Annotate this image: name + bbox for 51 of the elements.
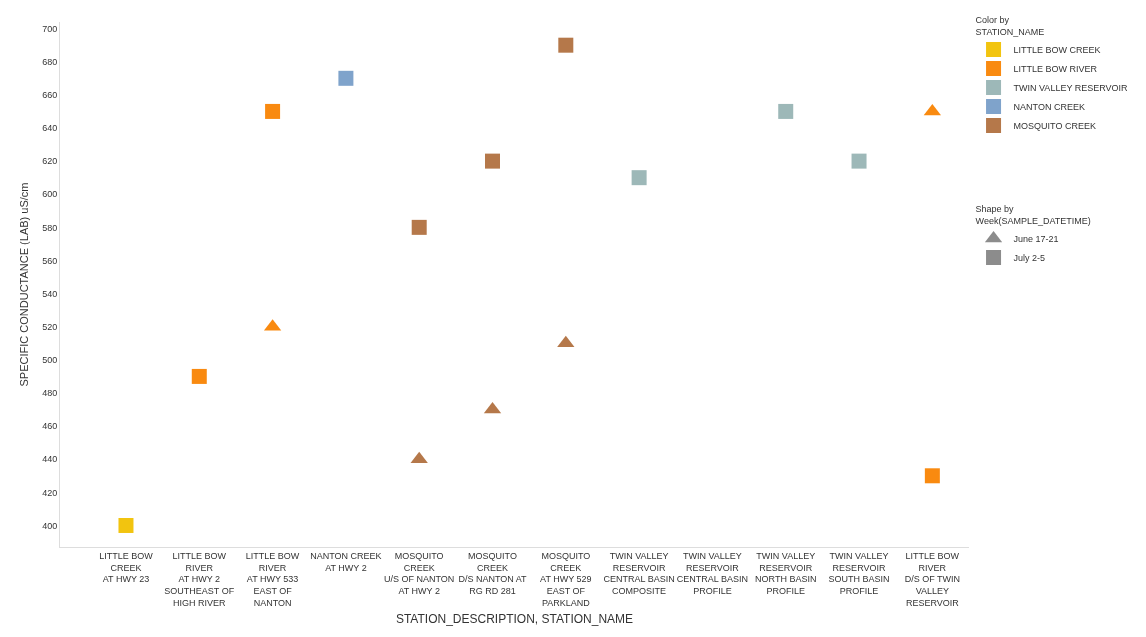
legend-label: LITTLE BOW CREEK xyxy=(1013,44,1101,55)
y-tick-label: 660 xyxy=(42,90,58,101)
y-tick-label: 540 xyxy=(42,288,58,299)
legend-title: Color by STATION_NAME xyxy=(975,15,1045,37)
y-tick-label: 440 xyxy=(42,454,58,465)
y-tick-label: 620 xyxy=(42,156,58,167)
point xyxy=(338,70,354,86)
legend-label: July 2-5 xyxy=(1013,252,1046,263)
point xyxy=(485,153,501,169)
legend-label: MOSQUITO CREEK xyxy=(1013,120,1096,131)
x-tick-label: TWIN VALLEY RESERVOIR CENTRAL BASIN PROFILE xyxy=(676,550,749,596)
y-tick-label: 460 xyxy=(42,421,58,432)
x-axis-title: STATION_DESCRIPTION, STATION_NAME xyxy=(395,612,634,627)
point xyxy=(924,468,940,484)
legend-label: June 17-21 xyxy=(1013,233,1059,244)
y-tick-label: 420 xyxy=(42,487,58,498)
point xyxy=(851,153,867,169)
point xyxy=(558,37,574,53)
legend-label: TWIN VALLEY RESERVOIR xyxy=(1013,82,1129,93)
x-tick-label: LITTLE BOW RIVER D/S OF TWIN VALLEY RESERVOIR xyxy=(904,550,961,608)
point xyxy=(631,170,647,186)
x-tick-label: MOSQUITO CREEK AT HWY 529 EAST OF PARKLAND xyxy=(540,550,592,608)
x-tick-label: LITTLE BOW CREEK AT HWY 23 xyxy=(99,550,154,585)
y-axis-title: SPECIFIC CONDUCTANCE (LAB) uS/cm xyxy=(18,182,30,387)
x-tick-label: LITTLE BOW RIVER AT HWY 533 EAST OF NANTON xyxy=(245,550,300,608)
y-tick-label: 500 xyxy=(42,355,58,365)
y-tick-label: 520 xyxy=(42,321,58,332)
point xyxy=(778,103,794,119)
point xyxy=(118,517,134,533)
point xyxy=(265,103,281,119)
x-tick-label: LITTLE BOW RIVER AT HWY 2 SOUTHEAST OF HIGH RIVER xyxy=(164,550,235,608)
y-tick-label: 580 xyxy=(42,222,58,233)
y-tick-label: 700 xyxy=(42,23,58,34)
text: Shape by Week(SAMPLE_DATETIME) xyxy=(975,204,1091,226)
y-tick-label: 400 xyxy=(42,520,58,531)
y-tick-label: 640 xyxy=(42,123,58,134)
x-tick-label: TWIN VALLEY RESERVOIR SOUTH BASIN PROFILE xyxy=(828,550,890,596)
legend-label: NANTON CREEK xyxy=(1013,101,1085,112)
x-tick-label: NANTON CREEK AT HWY 2 xyxy=(310,550,382,573)
y-tick-label: 480 xyxy=(42,388,58,399)
point xyxy=(191,368,207,384)
x-tick-label: MOSQUITO CREEK U/S OF NANTON AT HWY 2 xyxy=(384,550,455,596)
x-tick-label: TWIN VALLEY RESERVOIR NORTH BASIN PROFILE xyxy=(755,550,817,596)
y-tick-label: 680 xyxy=(42,56,58,67)
point xyxy=(411,219,427,235)
x-tick-label: MOSQUITO CREEK D/S NANTON AT RG RD 281 xyxy=(458,550,528,596)
x-tick-label: TWIN VALLEY RESERVOIR CENTRAL BASIN COMPOSITE xyxy=(603,550,675,596)
point xyxy=(557,335,575,348)
y-tick-label: 560 xyxy=(42,255,58,266)
legend-label: LITTLE BOW RIVER xyxy=(1013,63,1098,74)
y-tick-label: 600 xyxy=(42,189,58,200)
